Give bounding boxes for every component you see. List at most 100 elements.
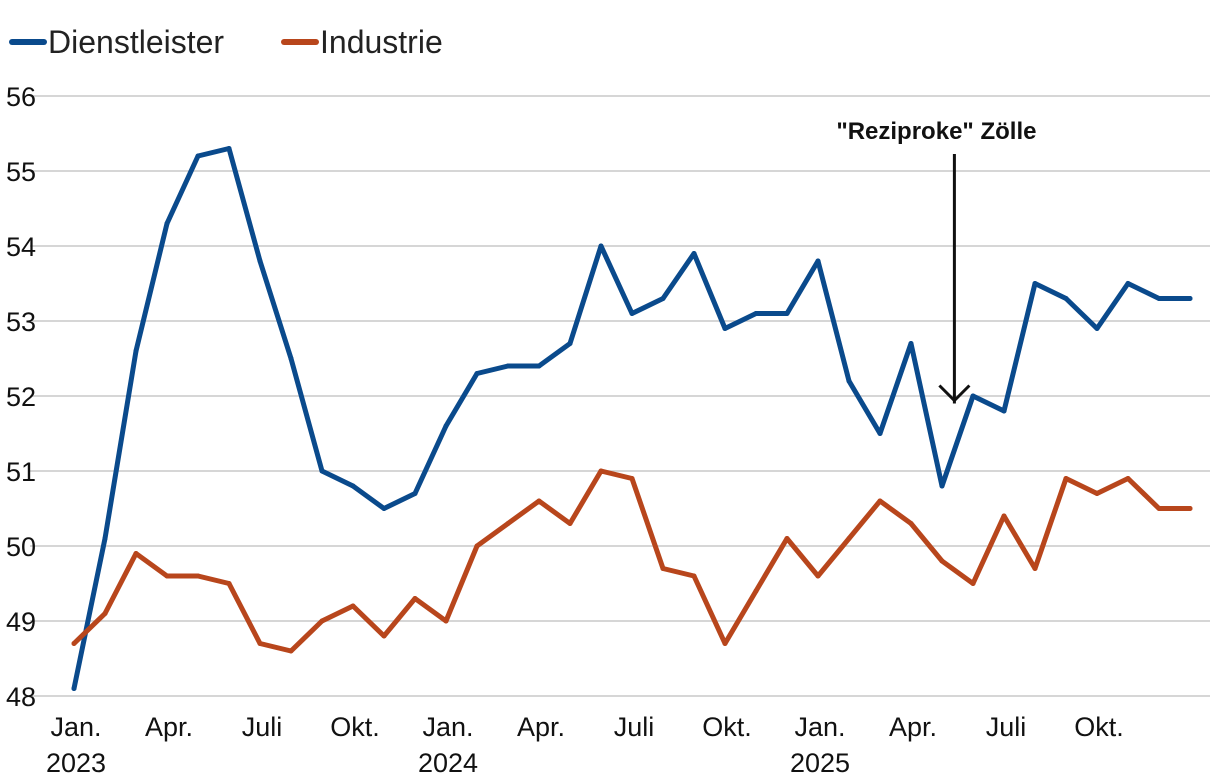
data-point-industrie [846,536,852,541]
y-tick-label: 54 [6,232,36,262]
annotation: "Reziproke" Zölle [836,118,1036,404]
y-tick-label: 50 [6,532,36,562]
data-point-industrie [412,596,418,601]
x-tick-label: Jan. [50,712,101,742]
data-point-dienstleister [722,326,728,331]
data-point-dienstleister [815,258,821,264]
legend-item-dienstleister: Dienstleister [9,24,224,60]
data-point-dienstleister [381,506,387,511]
legend-label-industrie: Industrie [320,24,443,60]
annotation-text: "Reziproke" Zölle [836,118,1036,145]
data-point-dienstleister [226,146,232,151]
data-point-industrie [164,573,170,579]
data-point-dienstleister [443,423,449,429]
data-point-industrie [1001,513,1007,519]
data-point-dienstleister [1156,296,1162,301]
data-point-industrie [505,521,511,526]
data-point-dienstleister [1001,408,1007,414]
x-tick-label: Okt. [1074,712,1124,742]
data-point-dienstleister [350,483,356,489]
legend-item-industrie: Industrie [281,24,443,60]
data-point-industrie [133,551,139,556]
data-point-industrie [350,603,356,609]
data-point-dienstleister [164,221,170,226]
x-tick-label: Juli [986,712,1027,742]
y-axis: 48 49 50 51 52 53 54 55 56 [6,82,36,712]
data-point-dienstleister [71,686,77,691]
x-tick-year: 2024 [418,748,478,778]
data-point-industrie [102,611,108,616]
data-point-industrie [660,566,666,571]
x-tick-year: 2025 [790,748,850,778]
data-point-industrie [1156,506,1162,511]
x-axis: Jan. 2023 Apr. Juli Okt. Jan. 2024 Apr. Juli Okt.… [46,712,1124,778]
y-tick-label: 53 [6,307,36,337]
data-point-dienstleister [505,363,511,369]
data-point-industrie [71,641,77,646]
data-point-dienstleister [257,258,263,264]
data-point-industrie [1187,506,1193,511]
data-point-dienstleister [908,341,914,346]
y-tick-label: 51 [6,457,36,487]
data-point-dienstleister [1094,326,1100,331]
data-point-dienstleister [660,296,666,301]
y-tick-label: 48 [6,682,36,712]
data-point-dienstleister [1125,281,1131,286]
y-tick-label: 55 [6,157,36,187]
data-point-dienstleister [412,491,418,496]
data-point-dienstleister [474,371,480,376]
data-point-industrie [474,543,480,549]
data-point-industrie [753,588,759,594]
y-tick-label: 52 [6,382,36,412]
data-point-dienstleister [970,393,976,399]
data-point-industrie [319,618,325,624]
data-point-industrie [815,573,821,579]
data-point-industrie [288,648,294,654]
data-point-industrie [908,521,914,526]
x-tick-label: Jan. [794,712,845,742]
series-lines [71,146,1193,691]
series-line-industrie [71,468,1193,654]
data-point-dienstleister [133,348,139,354]
gridlines [30,95,1210,697]
data-point-dienstleister [319,468,325,474]
data-point-dienstleister [536,363,542,369]
data-point-industrie [722,641,728,646]
annotation-arrow-head [938,384,971,403]
data-point-industrie [1094,491,1100,496]
data-point-dienstleister [691,251,697,256]
data-point-industrie [226,581,232,586]
data-point-industrie [970,581,976,586]
data-point-industrie [1063,476,1069,481]
data-point-dienstleister [784,311,790,316]
x-tick-label: Okt. [702,712,752,742]
data-point-industrie [784,536,790,541]
data-point-industrie [629,476,635,481]
data-point-industrie [1032,566,1038,571]
legend-label-dienstleister: Dienstleister [48,24,224,60]
data-point-dienstleister [877,431,883,436]
data-point-dienstleister [753,311,759,316]
data-point-dienstleister [1187,296,1193,301]
data-point-dienstleister [1032,281,1038,286]
data-point-industrie [536,498,542,504]
data-point-industrie [691,573,697,579]
x-tick-label: Apr. [145,712,193,742]
data-point-dienstleister [195,153,201,159]
x-tick-label: Apr. [889,712,937,742]
x-tick-label: Jan. [422,712,473,742]
y-tick-label: 49 [6,607,36,637]
data-point-industrie [939,558,945,564]
data-point-dienstleister [102,536,108,541]
data-point-industrie [567,521,573,526]
y-tick-label: 56 [6,82,36,112]
data-point-dienstleister [1063,296,1069,301]
data-point-dienstleister [567,341,573,346]
data-point-industrie [877,498,883,504]
legend: Dienstleister Industrie [9,24,443,60]
x-tick-label: Okt. [330,712,380,742]
data-point-dienstleister [598,243,604,249]
data-point-dienstleister [939,483,945,489]
x-tick-year: 2023 [46,748,106,778]
